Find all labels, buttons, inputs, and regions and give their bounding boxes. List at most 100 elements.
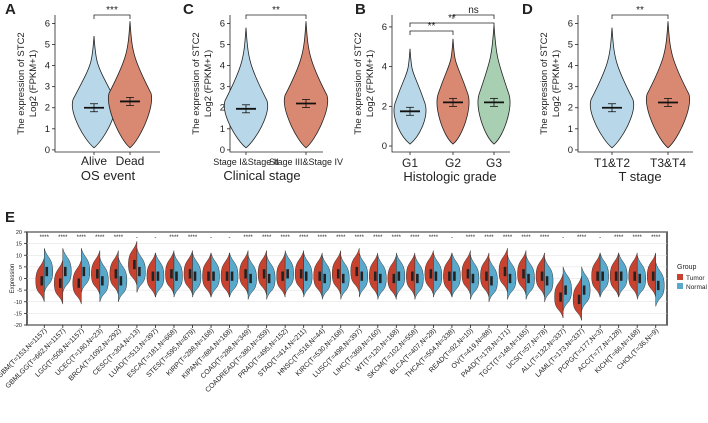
violin: [71, 36, 117, 149]
significance-label: ****: [58, 235, 68, 241]
significance-label: ****: [503, 235, 513, 241]
significance-label: ****: [466, 235, 476, 241]
y-tick-label: 6: [220, 18, 225, 29]
y-axis-label: Expression: [10, 264, 16, 294]
tumor-violin: [369, 252, 379, 298]
significance-label: ****: [299, 235, 309, 241]
normal-violin-box: [564, 285, 567, 295]
y-tick-label: 6: [382, 22, 387, 33]
tumor-violin-box: [614, 271, 618, 281]
panel-label: E: [5, 209, 15, 226]
significance-label: ****: [95, 235, 105, 241]
normal-violin: [192, 252, 202, 298]
y-tick-label: 0: [382, 141, 387, 152]
normal-violin-box: [249, 273, 252, 284]
tumor-violin-box: [411, 271, 414, 281]
y-tick-label: 6: [45, 18, 50, 29]
significance-label: ****: [429, 235, 439, 241]
tumor-violin: [54, 259, 64, 305]
tumor-violin-box: [373, 271, 377, 281]
y-axis-label-line2: Log2 (FPKM+1): [203, 50, 214, 117]
x-tick-label: Stage III&Stage IV: [269, 157, 343, 167]
normal-violin-box: [453, 271, 456, 281]
panel-b: B 0 2 4 6 The expression of STC2Log2 (FPKM+1)…: [353, 1, 511, 184]
tumor-violin-box: [244, 269, 247, 279]
y-tick-label: 5: [19, 265, 22, 271]
tumor-violin: [461, 250, 471, 295]
normal-violin: [599, 252, 609, 298]
normal-violin: [210, 252, 220, 298]
tumor-violin-box: [429, 269, 433, 279]
y-axis-label-line1: The expression of STC2: [16, 32, 27, 134]
normal-violin-box: [101, 276, 104, 286]
significance-label: ****: [280, 235, 290, 241]
y-axis-label: The expression of STC2Log2 (FPKM+1): [191, 32, 214, 134]
violin: [223, 27, 269, 149]
tumor-violin-box: [559, 292, 562, 302]
tumor-violin-box: [522, 269, 525, 279]
tumor-violin: [480, 252, 490, 298]
normal-violin-box: [119, 276, 123, 286]
y-tick-label: 2: [382, 101, 387, 112]
normal-violin: [99, 257, 109, 302]
significance-label: ****: [336, 235, 346, 241]
y-tick-label: 10: [16, 253, 22, 259]
normal-violin: [525, 255, 535, 300]
x-tick-label: G1: [402, 156, 418, 170]
tumor-violin: [572, 276, 582, 321]
significance-label: -: [562, 235, 564, 241]
significance-bracket: [93, 14, 131, 19]
tumor-violin-box: [299, 269, 303, 279]
tumor-violin: [146, 252, 156, 298]
tumor-violin: [165, 250, 175, 295]
tumor-violin: [443, 252, 453, 298]
tumor-violin: [313, 252, 323, 298]
legend: Group Tumor Normal: [677, 264, 708, 291]
legend-title: Group: [677, 264, 697, 271]
x-tick-label: Stage I&Stage II: [213, 157, 279, 167]
axis-lines: [577, 15, 693, 153]
tumor-violin: [535, 252, 545, 298]
x-tick-label: Dead: [116, 154, 145, 168]
tumor-violin-box: [114, 269, 118, 279]
y-tick-label: -5: [17, 288, 22, 294]
y-axis-label: The expression of STC2Log2 (FPKM+1): [353, 32, 376, 134]
significance-label: -: [210, 235, 212, 241]
significance-bracket: [611, 14, 669, 19]
normal-violin: [451, 252, 461, 298]
significance-bracket: [409, 30, 454, 35]
tumor-violin: [628, 252, 638, 298]
normal-violin: [618, 252, 628, 298]
normal-violin-box: [138, 266, 141, 277]
significance-label: ****: [521, 235, 531, 241]
x-tick-label: G3: [486, 156, 502, 170]
significance-label: ****: [392, 235, 402, 241]
normal-violin-box: [156, 271, 160, 281]
tumor-violin-box: [448, 271, 451, 281]
normal-violin: [321, 255, 331, 300]
y-axis-label-line2: Log2 (FPKM+1): [28, 50, 39, 117]
violin: [645, 21, 691, 149]
tumor-violin: [239, 250, 249, 295]
y-axis-label: The expression of STC2Log2 (FPKM+1): [16, 32, 39, 134]
violin-pair: ****LGG(T=509,N=1157): [34, 235, 91, 379]
significance-label: ****: [262, 235, 272, 241]
tumor-violin-box: [188, 269, 192, 279]
y-tick-label: -15: [14, 311, 22, 317]
y-tick-label: 20: [16, 230, 22, 236]
normal-violin-box: [378, 273, 382, 284]
normal-violin-box: [175, 271, 178, 281]
normal-violin: [303, 252, 313, 298]
normal-violin-box: [656, 280, 660, 291]
tumor-violin: [331, 250, 341, 295]
significance-label: ***: [106, 5, 118, 16]
normal-violin-box: [619, 271, 623, 281]
significance-label: ns: [468, 5, 479, 16]
normal-violin-box: [638, 273, 642, 284]
significance-label: ****: [484, 235, 494, 241]
tumor-violin-box: [40, 276, 44, 286]
violin: [589, 27, 635, 149]
tumor-violin-box: [596, 271, 599, 281]
x-tick-label: Alive: [81, 154, 107, 168]
